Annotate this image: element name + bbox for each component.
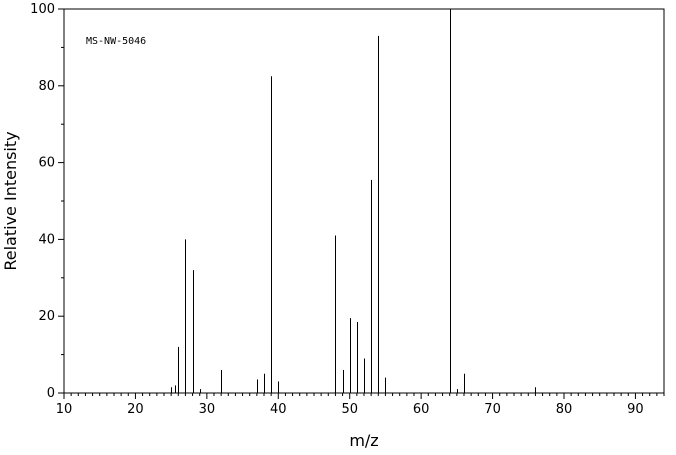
y-axis-title: Relative Intensity xyxy=(1,131,20,270)
y-axis-ticks: 0 20 40 60 80 100 xyxy=(30,2,64,401)
x-tick-label: 90 xyxy=(627,402,644,417)
x-tick-label: 30 xyxy=(199,402,216,417)
x-tick-label: 50 xyxy=(341,402,358,417)
x-tick-label: 20 xyxy=(127,402,144,417)
y-tick-label: 100 xyxy=(30,2,55,17)
spectrum-id-annotation: MS-NW-5046 xyxy=(86,36,146,47)
plot-frame xyxy=(63,8,665,394)
y-tick-label: 40 xyxy=(38,232,55,247)
y-tick-label: 0 xyxy=(47,386,55,401)
y-tick-label: 60 xyxy=(38,156,55,171)
y-tick-label: 20 xyxy=(38,309,55,324)
peak-bars xyxy=(171,9,536,393)
x-axis-title: m/z xyxy=(349,431,378,450)
x-axis-ticks: 10 20 30 40 50 60 70 80 90 xyxy=(56,393,665,417)
x-tick-label: 80 xyxy=(556,402,573,417)
x-tick-label: 40 xyxy=(270,402,287,417)
x-tick-label: 60 xyxy=(413,402,430,417)
x-tick-label: 10 xyxy=(56,402,73,417)
y-tick-label: 80 xyxy=(38,79,55,94)
x-tick-label: 70 xyxy=(484,402,501,417)
